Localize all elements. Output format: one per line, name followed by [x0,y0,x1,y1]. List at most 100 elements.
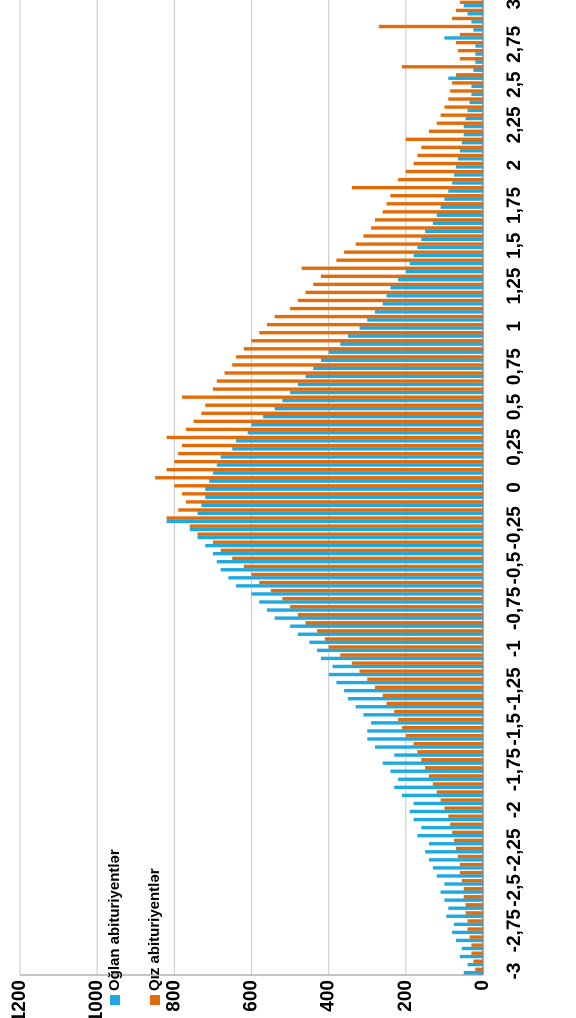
bar [463,895,484,899]
bar [259,580,484,585]
rotated-chart: 0 200 400 600 800 1000 1200 -3 -2,75-2,5-2,25 -2 -… [9,0,525,1018]
bar [467,919,484,923]
x-tick-label: 1,75 [504,187,525,224]
bar [417,833,483,838]
x-tick-label: 0,5 [504,393,525,420]
bar [440,113,483,117]
bar [274,406,483,411]
bar [290,624,484,628]
legend-swatch [150,995,160,1005]
x-tick-label: -0,75 [504,586,525,630]
x-tick-label: 0,75 [504,348,525,385]
bar [359,326,483,330]
bar [455,73,484,77]
y-tick-label: 200 [395,980,416,1012]
bar [428,858,484,862]
bar [351,185,484,190]
bar [220,548,483,552]
bar [290,604,484,609]
bar [290,390,484,395]
bar [446,914,483,918]
bar [394,785,483,790]
x-tick-label: 2,25 [504,106,525,143]
x-tick-label: 3 [504,0,525,9]
bar [251,572,483,577]
bar [344,250,483,254]
bar [332,664,483,669]
bar [409,261,484,266]
bar [455,938,484,943]
bar [371,226,484,230]
bar [473,959,483,963]
legend-swatch [110,995,120,1005]
bar [367,729,483,733]
bar [450,89,483,93]
bar [320,656,484,661]
bar [475,44,483,48]
bar [432,221,484,225]
bar [189,527,483,532]
bar [305,621,483,625]
bar [394,709,483,714]
bar [382,302,483,306]
bar [297,382,483,387]
bar [367,318,483,322]
bar [374,745,484,749]
bar [263,414,484,419]
bar [471,943,483,947]
y-tick-label: 1000 [86,980,107,1018]
bar [201,503,483,507]
bar [174,484,483,488]
bar [465,903,484,907]
bar [382,210,483,214]
bar [232,556,483,561]
x-tick-label: 1,25 [504,267,525,304]
bar [266,608,483,612]
bar [459,862,484,867]
bar [465,116,484,121]
bar [417,750,483,754]
bar [448,97,483,101]
bar [313,282,483,287]
bar [232,363,483,367]
bar [467,927,484,931]
bar [417,153,483,158]
bar [413,801,483,806]
bar [459,954,484,959]
bar [455,40,484,45]
x-tick-label: 1,5 [504,232,525,259]
bar [448,814,483,818]
bar [473,68,483,72]
bar [444,882,483,886]
bar [243,564,483,569]
bar [378,24,484,29]
bar [401,793,484,798]
bar [452,830,483,834]
bar [452,930,483,935]
bar [224,371,483,375]
bar [463,132,484,137]
bar [455,165,484,169]
bar [228,576,483,580]
bar [274,314,483,319]
bar [413,817,483,822]
bar [355,242,483,246]
y-tick-label: 800 [163,980,184,1012]
bar [212,387,484,391]
bar [471,20,483,24]
bar [301,266,483,270]
bar [436,790,484,794]
bar [363,234,483,238]
bar [452,181,483,185]
bar [459,0,484,5]
bar [398,777,483,781]
bar [428,774,484,778]
bar [459,149,484,153]
bar [444,197,483,201]
bar [212,471,484,475]
bar [473,28,483,32]
bar [457,157,484,161]
y-tick-label: 600 [241,980,262,1012]
bar [459,57,484,61]
x-tick-label: 0,25 [504,428,525,465]
